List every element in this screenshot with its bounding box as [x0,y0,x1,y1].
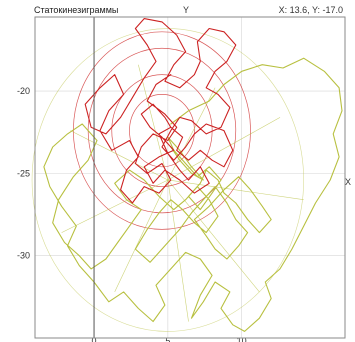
y-tick-label: -30 [17,251,30,261]
radial-spoke [167,179,304,201]
x-tick-label: 0 [92,336,97,342]
radial-spoke [70,130,168,181]
radial-spoke [167,179,189,322]
cursor-readout: X: 13.6, Y: -17.0 [279,5,343,15]
dispersion-circle [111,74,213,187]
trajectory-traces [43,18,343,332]
plot-frame [34,16,346,339]
radial-spoke [167,117,281,181]
radial-spoke [138,64,169,181]
dispersion-circle [31,28,304,332]
y-tick-label: -20 [17,86,30,96]
y-axis-label: Y [183,5,189,15]
dispersion-circle [129,94,195,168]
trajectory-red [84,18,237,204]
x-tick-label: 5 [165,336,170,342]
radial-spoke [114,179,169,293]
tick-labels: -20 -25 -30 0 5 10 [17,86,247,342]
x-axis-label: X [345,177,351,187]
chart-title: Статокинезиграммы [34,5,118,15]
radial-spokes [61,64,304,322]
radial-spoke [167,179,260,293]
trajectory-olive [43,57,343,332]
y-tick-label: -25 [17,168,30,178]
x-tick-label: 10 [237,336,247,342]
